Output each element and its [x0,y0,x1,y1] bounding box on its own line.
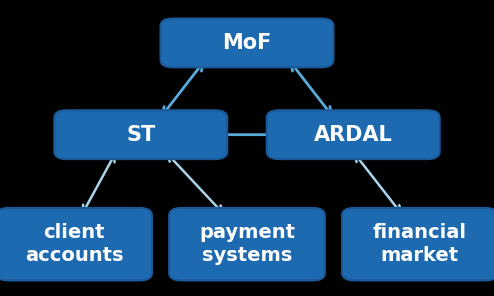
FancyBboxPatch shape [169,208,325,281]
Text: ARDAL: ARDAL [314,125,393,145]
FancyBboxPatch shape [54,110,227,159]
FancyBboxPatch shape [161,18,333,67]
Text: MoF: MoF [222,33,272,53]
Text: ST: ST [126,125,156,145]
Text: financial
market: financial market [373,223,467,265]
Text: payment
systems: payment systems [199,223,295,265]
Text: client
accounts: client accounts [25,223,124,265]
FancyBboxPatch shape [342,208,494,281]
FancyBboxPatch shape [267,110,440,159]
FancyBboxPatch shape [0,208,152,281]
